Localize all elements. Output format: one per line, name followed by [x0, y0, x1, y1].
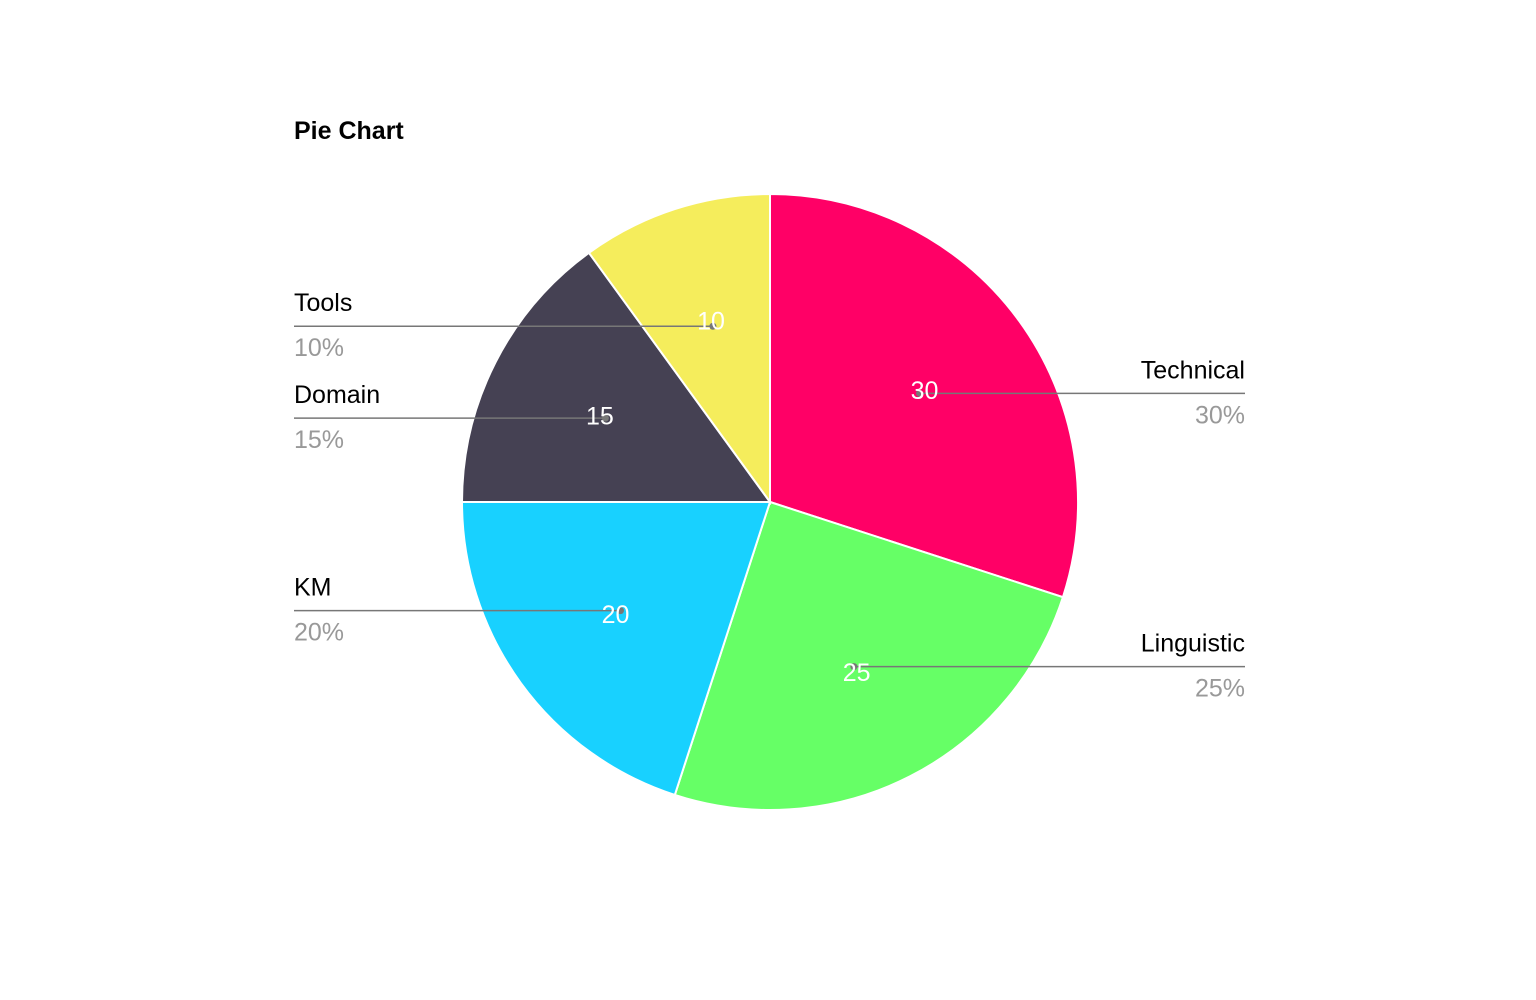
pie-slice-domain: [460, 251, 772, 503]
percent-label-km: 20%: [294, 619, 344, 647]
pie-slice-km: [460, 501, 772, 797]
percent-label-linguistic: 25%: [1195, 675, 1245, 703]
category-label-linguistic: Linguistic: [1141, 630, 1245, 658]
value-label-technical: 30: [911, 377, 939, 405]
percent-label-tools: 10%: [294, 334, 344, 362]
value-label-linguistic: 25: [843, 659, 871, 687]
category-label-km: KM: [294, 574, 332, 602]
category-label-tools: Tools: [294, 289, 352, 317]
labels-layer: 30 Technical 30% 25 Linguistic 25% 20 KM 20% 15 Do…: [294, 289, 1245, 702]
category-label-domain: Domain: [294, 381, 380, 409]
leader-lines-layer: [294, 322, 1245, 671]
category-label-technical: Technical: [1141, 356, 1245, 384]
pie-slice-linguistic: [673, 500, 1065, 811]
pie-slice-technical: [769, 192, 1079, 599]
value-label-tools: 10: [697, 307, 725, 335]
value-label-km: 20: [602, 601, 630, 629]
leader-dot-linguistic: [850, 663, 858, 671]
value-label-domain: 15: [586, 402, 614, 430]
chart-title: Pie Chart: [294, 117, 404, 145]
leader-dot-domain: [601, 414, 609, 422]
percent-label-technical: 30%: [1195, 401, 1245, 429]
percent-label-domain: 15%: [294, 426, 344, 454]
leader-dot-technical: [916, 389, 924, 397]
pie-slice-tools: [587, 192, 771, 506]
leader-dot-tools: [709, 322, 717, 330]
leader-dot-km: [616, 607, 624, 615]
slices-layer: [460, 192, 1079, 811]
